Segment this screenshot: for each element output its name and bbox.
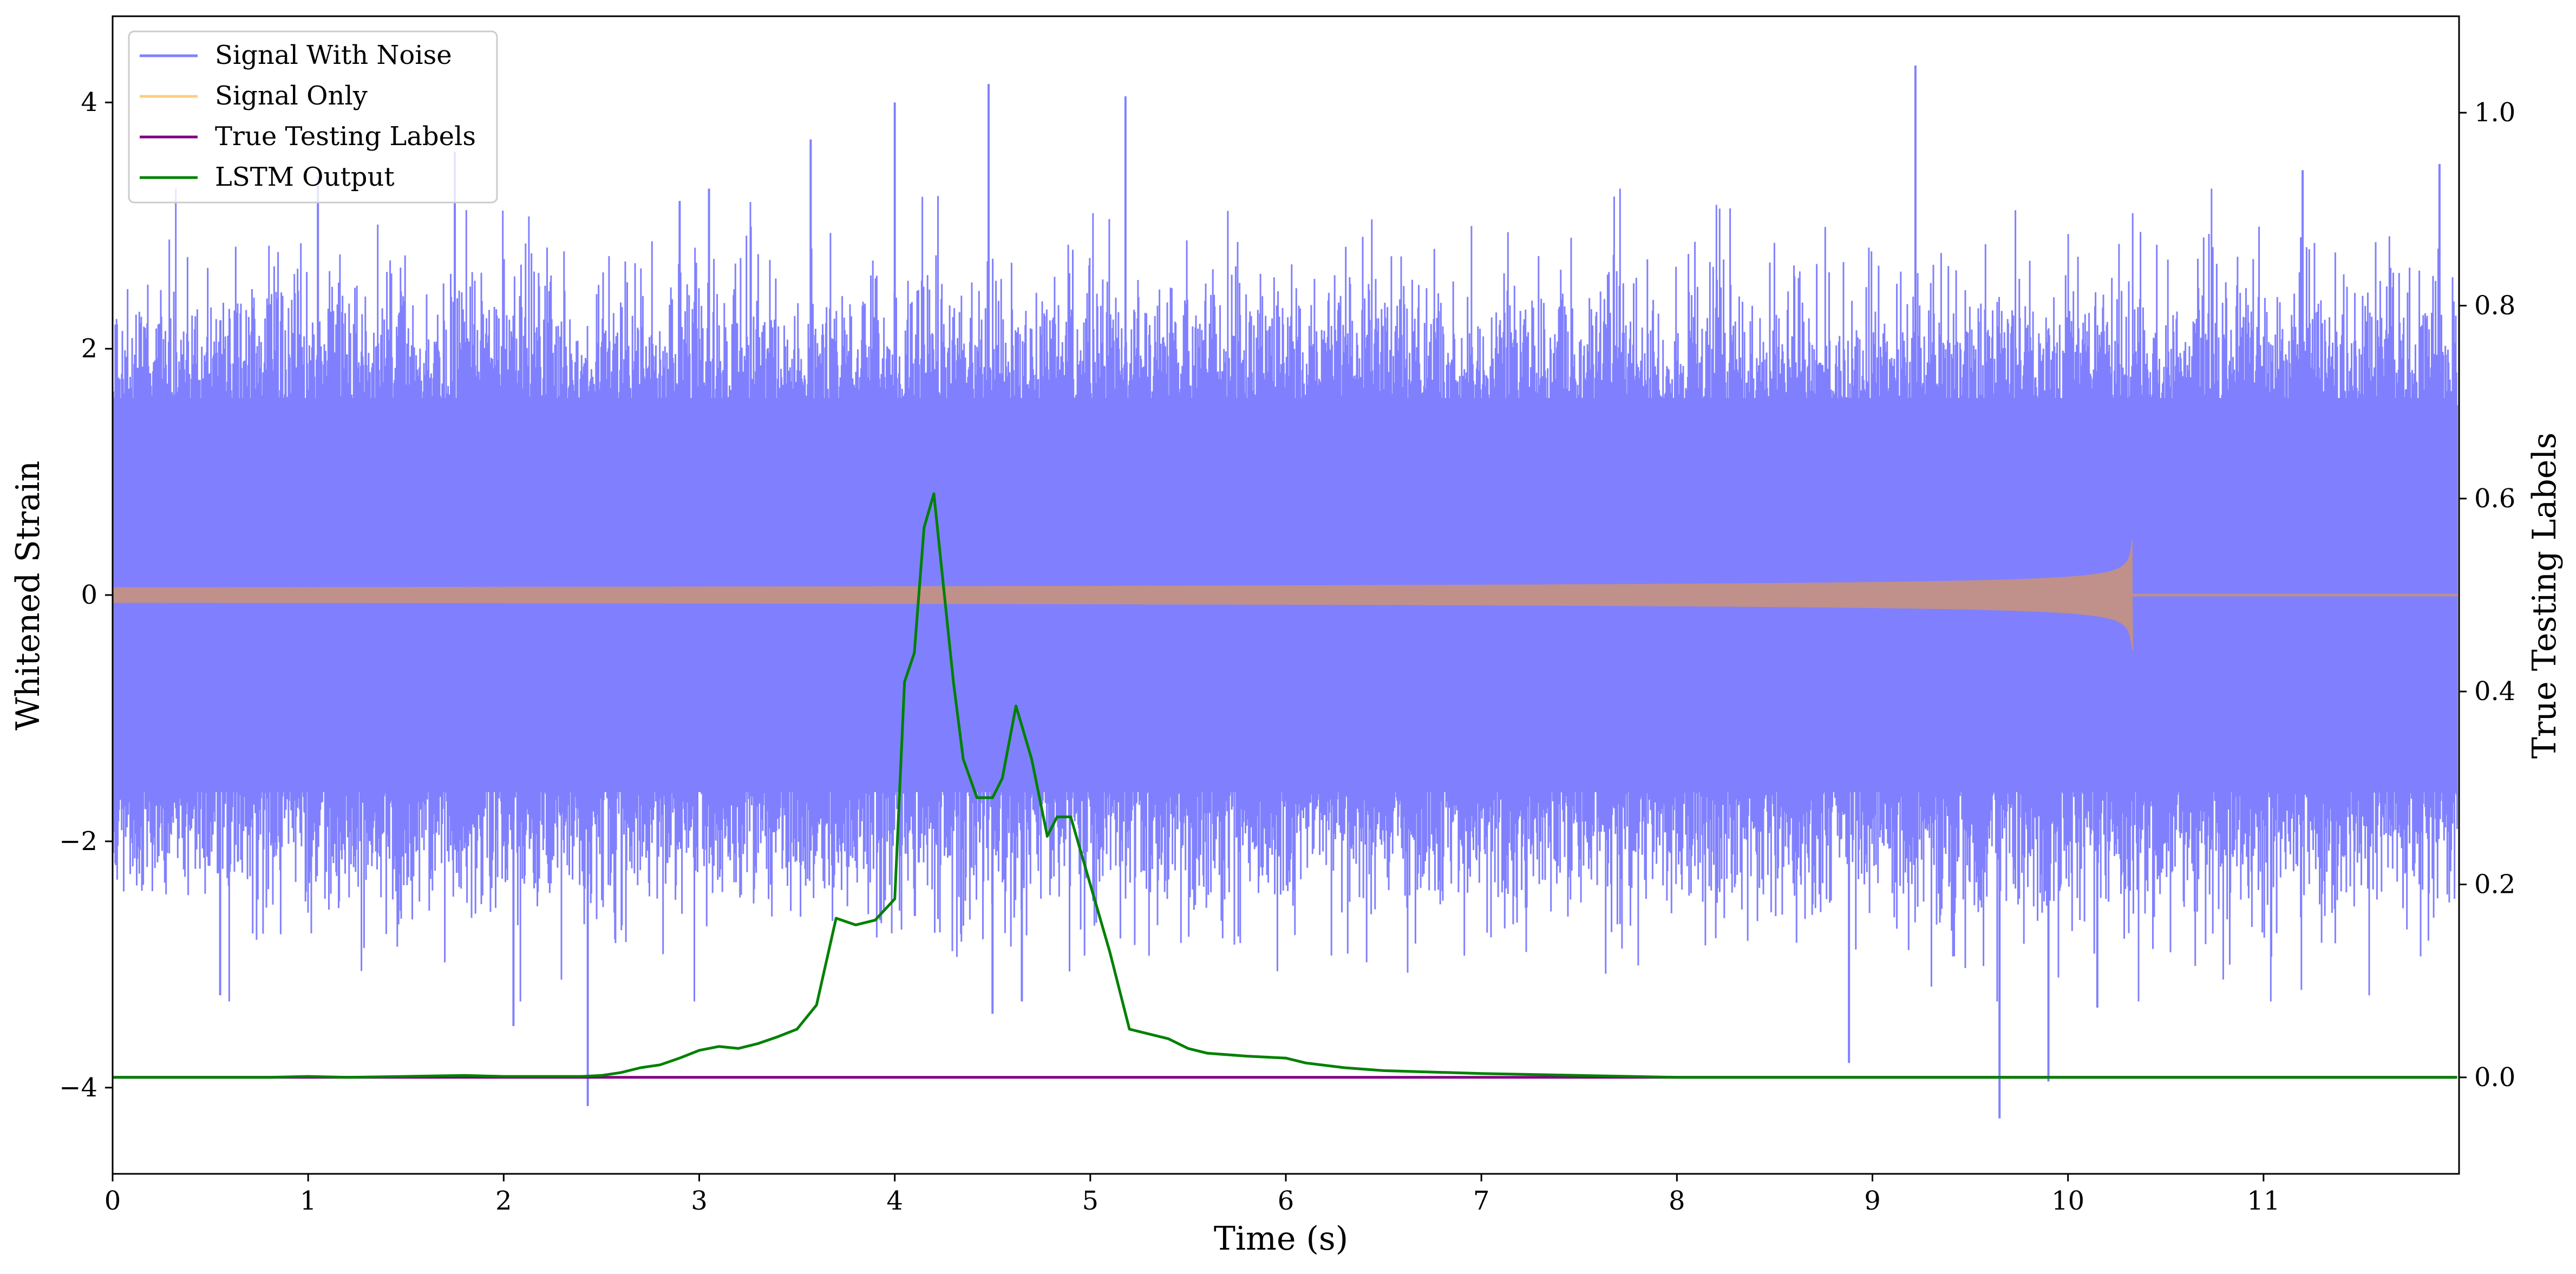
x-tick-label: 1 (300, 1186, 317, 1216)
x-tick-label: 8 (1669, 1186, 1685, 1216)
series-lstm-output (113, 492, 2457, 1079)
x-tick-label: 6 (1278, 1186, 1294, 1216)
x-tick-label: 3 (691, 1186, 708, 1216)
legend-label-signal-with-noise: Signal With Noise (215, 40, 452, 70)
lstm-line (113, 492, 2457, 1079)
x-tick-label: 2 (495, 1186, 512, 1216)
y-tick-label: 2 (81, 334, 97, 364)
y-axis-label: Whitened Strain (9, 461, 47, 730)
plot-area (113, 65, 2458, 1119)
y-tick-label: −4 (59, 1073, 97, 1103)
y2-tick-label: 0.6 (2474, 484, 2515, 514)
legend: Signal With Noise Signal Only True Testi… (128, 30, 498, 204)
y-axis-right: 0.0 0.2 0.4 0.6 0.8 1.0 (2459, 97, 2515, 1093)
legend-box (128, 30, 498, 204)
y2-tick-label: 0.2 (2474, 870, 2515, 900)
y-tick-label: 0 (81, 580, 97, 610)
x-tick-label: 5 (1082, 1186, 1099, 1216)
y2-tick-label: 0.8 (2474, 291, 2515, 321)
y-axis-left: −4 −2 0 2 4 (59, 87, 113, 1103)
y-tick-label: −2 (59, 826, 97, 857)
series-signal-only (113, 539, 2457, 651)
y2-tick-label: 0.0 (2474, 1062, 2515, 1093)
y2-tick-label: 0.4 (2474, 676, 2515, 707)
legend-label-true-testing-labels: True Testing Labels (215, 121, 476, 152)
x-axis-label: Time (s) (1214, 1220, 1348, 1258)
signal-oscillation (113, 540, 2133, 651)
x-tick-label: 0 (104, 1186, 121, 1216)
y2-axis-label: True Testing Labels (2526, 433, 2564, 759)
x-tick-label: 4 (886, 1186, 903, 1216)
x-tick-label: 10 (2051, 1186, 2084, 1216)
x-tick-label: 9 (1864, 1186, 1881, 1216)
y-tick-label: 4 (81, 87, 97, 117)
y2-tick-label: 1.0 (2474, 97, 2515, 128)
legend-label-signal-only: Signal Only (215, 81, 368, 111)
x-tick-label: 7 (1473, 1186, 1490, 1216)
x-axis: 0 1 2 3 4 5 6 7 8 9 10 11 (104, 1174, 2280, 1216)
x-tick-label: 11 (2247, 1186, 2280, 1216)
legend-label-lstm-output: LSTM Output (215, 162, 395, 192)
